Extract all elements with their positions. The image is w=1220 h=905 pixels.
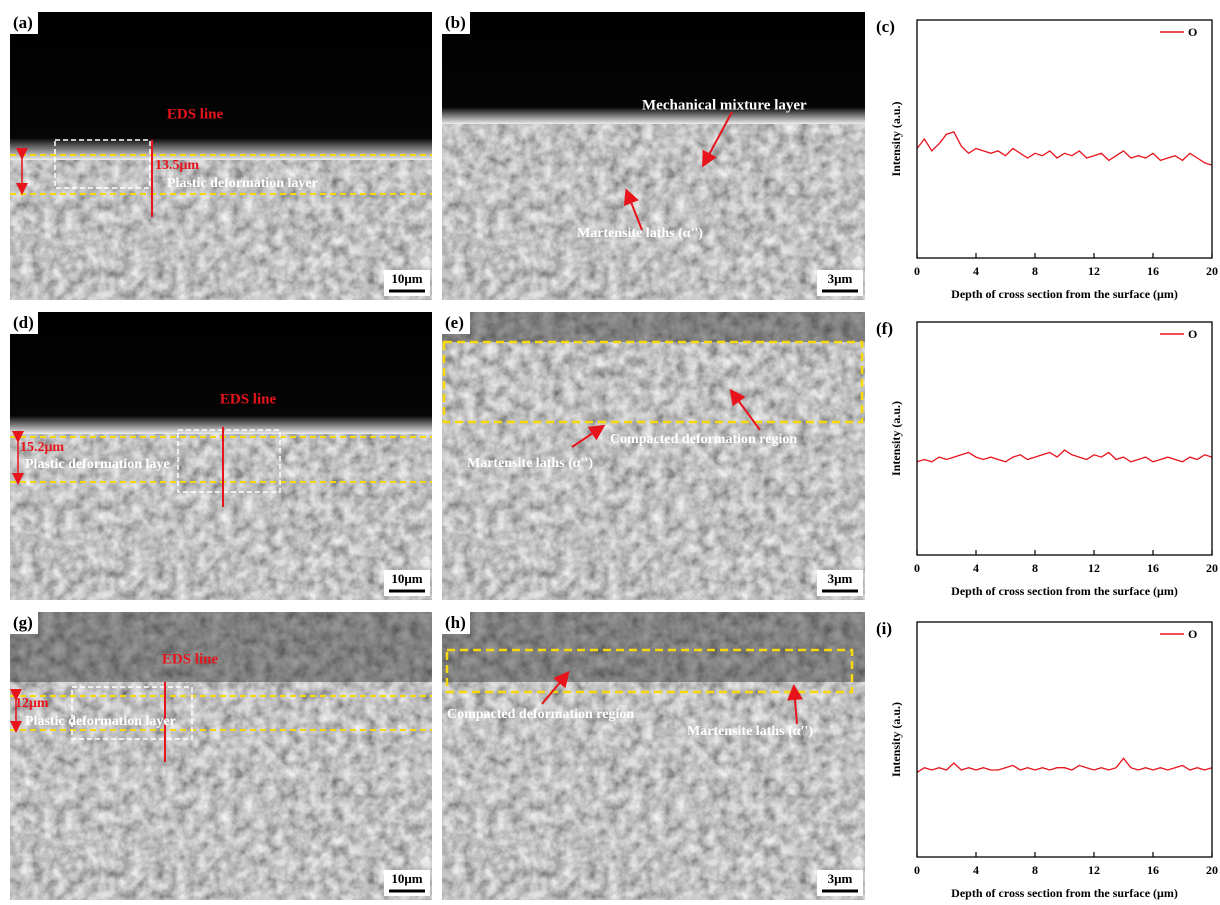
annotation: Compacted deformation region (610, 432, 797, 447)
y-axis-label: Intensity (a.u.) (889, 702, 903, 777)
scale-bar-label: 10μm (391, 271, 422, 286)
legend-label: O (1188, 327, 1197, 341)
scale-bar-label: 10μm (391, 871, 422, 886)
annotation: EDS line (162, 651, 219, 667)
figure: EDS line 13.5μm Plastic deformation layer (… (0, 0, 1220, 900)
annotation: EDS line (167, 106, 224, 122)
x-axis-label: Depth of cross section from the surface … (951, 584, 1178, 598)
annotation: Compacted deformation region (447, 707, 634, 722)
x-tick-label: 4 (973, 561, 979, 575)
annotation: 13.5μm (155, 158, 199, 173)
annotation: EDS line (220, 391, 277, 407)
scale-bar-label: 3μm (828, 571, 853, 586)
scale-bar-label: 3μm (828, 271, 853, 286)
x-tick-label: 4 (973, 264, 979, 278)
micrograph-upper (10, 612, 432, 682)
y-axis-label: Intensity (a.u.) (889, 101, 903, 176)
annotation: Martensite laths (α'') (687, 724, 813, 739)
x-tick-label: 20 (1206, 561, 1218, 575)
annotation: Plastic deformation laye (25, 457, 170, 472)
micrograph: Compacted deformation region Martensite l… (442, 312, 865, 600)
micrograph: EDS line 13.5μm Plastic deformation layer (… (10, 12, 432, 300)
panel-label: (b) (445, 13, 466, 32)
annotation: Plastic deformation layer (167, 176, 318, 191)
annotation: Mechanical mixture layer (642, 97, 807, 113)
panel-label: (h) (445, 613, 466, 632)
scale-bar-label: 3μm (828, 871, 853, 886)
panel-label: (g) (13, 613, 33, 632)
x-tick-label: 0 (914, 264, 920, 278)
scale-bar-label: 10μm (391, 571, 422, 586)
micrograph: Mechanical mixture layer Martensite laths… (442, 12, 865, 300)
x-tick-label: 12 (1088, 561, 1100, 575)
panel-label: (d) (13, 313, 34, 332)
x-axis-label: Depth of cross section from the surface … (951, 287, 1178, 301)
x-tick-label: 12 (1088, 863, 1100, 877)
data-line (917, 758, 1212, 772)
panel-label: (c) (876, 17, 895, 36)
x-tick-label: 0 (914, 863, 920, 877)
x-tick-label: 12 (1088, 264, 1100, 278)
micrograph: Compacted deformation region Martensite l… (442, 612, 865, 900)
vacuum-region (10, 312, 432, 434)
panel-label: (i) (876, 619, 892, 638)
x-tick-label: 0 (914, 561, 920, 575)
legend-label: O (1188, 25, 1197, 39)
x-axis-label: Depth of cross section from the surface … (951, 886, 1178, 900)
annotation: Martensite laths (α'') (577, 226, 703, 241)
x-tick-label: 8 (1032, 264, 1038, 278)
plot-frame (917, 622, 1212, 857)
vacuum-region (10, 12, 432, 160)
x-tick-label: 20 (1206, 863, 1218, 877)
annotation: 15.2μm (20, 440, 64, 455)
annotation: 12μm (15, 696, 49, 711)
x-tick-label: 16 (1147, 264, 1159, 278)
data-line (917, 450, 1212, 462)
x-tick-label: 16 (1147, 561, 1159, 575)
micrograph-upper (442, 312, 865, 342)
x-tick-label: 8 (1032, 561, 1038, 575)
data-line (917, 132, 1212, 165)
micrograph: EDS line 15.2μm Plastic deformation laye (d… (10, 312, 432, 600)
x-tick-label: 8 (1032, 863, 1038, 877)
annotation: Martensite laths (α'') (467, 456, 593, 471)
panel-label: (e) (445, 313, 464, 332)
legend-label: O (1188, 627, 1197, 641)
annotation: Plastic deformation layer (25, 714, 176, 729)
x-tick-label: 20 (1206, 264, 1218, 278)
x-tick-label: 4 (973, 863, 979, 877)
plot-frame (917, 20, 1212, 258)
micrograph-upper (442, 612, 865, 682)
plot-frame (917, 322, 1212, 555)
x-tick-label: 16 (1147, 863, 1159, 877)
panel-label: (f) (876, 319, 893, 338)
panel-label: (a) (13, 13, 33, 32)
y-axis-label: Intensity (a.u.) (889, 401, 903, 476)
micrograph: EDS line 12μm Plastic deformation layer (g)… (10, 612, 432, 900)
